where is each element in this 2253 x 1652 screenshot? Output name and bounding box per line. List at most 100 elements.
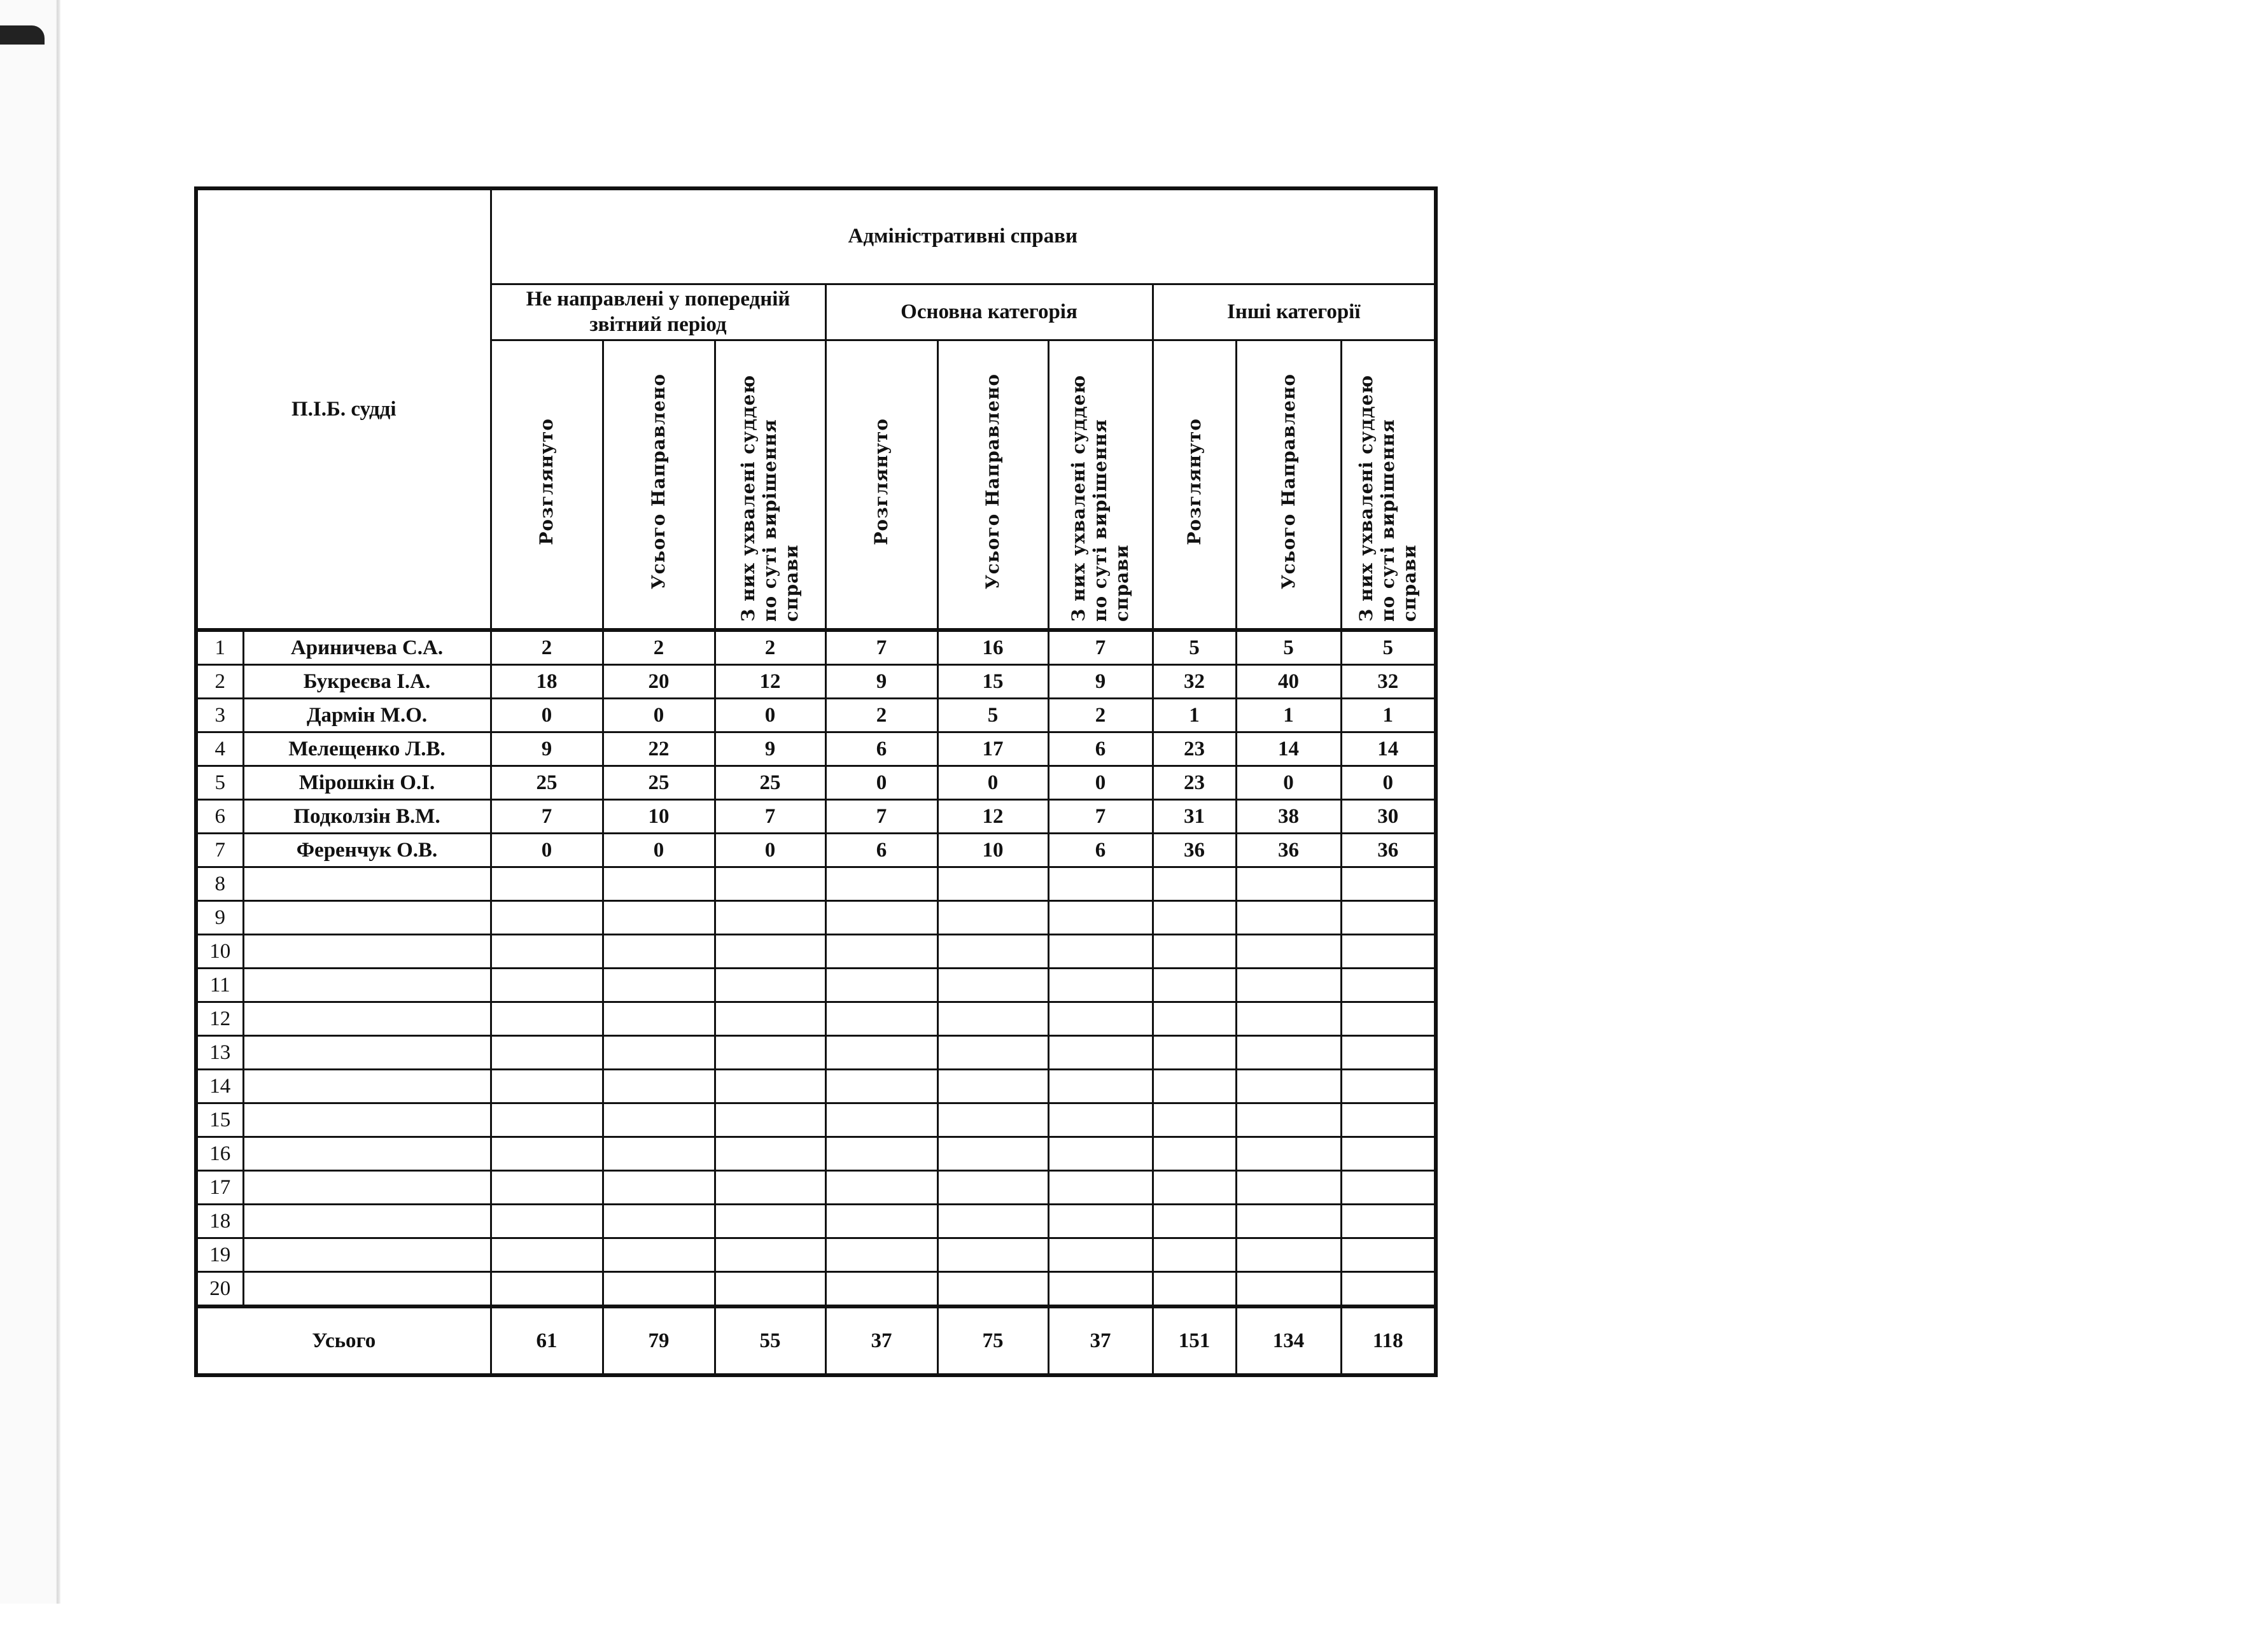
judge-name	[242, 1102, 492, 1138]
value-cell	[1151, 866, 1237, 902]
value-cell	[1047, 934, 1154, 969]
table-row: 7 Ференчук О.В. 0 0 0 6 10 6 36 36 36	[195, 832, 1437, 868]
judges-admin-cases-table: П.І.Б. судді Адміністративні справи Не н…	[194, 186, 1438, 1377]
total-value: 151	[1151, 1305, 1237, 1376]
column-header-label: З них ухвалені суддею по суті вирішення …	[1355, 374, 1420, 622]
total-value: 37	[1047, 1305, 1154, 1376]
value-cell	[936, 900, 1049, 935]
value-cell: 31	[1151, 799, 1237, 834]
table-row: 16	[195, 1136, 1437, 1172]
total-row: Усього 61 79 55 37 75 37 151 134 118	[195, 1305, 1437, 1376]
total-value: 75	[936, 1305, 1049, 1376]
value-cell: 0	[713, 697, 827, 733]
value-cell	[489, 934, 604, 969]
value-cell	[1151, 1237, 1237, 1273]
value-cell: 1	[1151, 697, 1237, 733]
value-cell	[1047, 1170, 1154, 1205]
value-cell: 0	[1340, 765, 1437, 801]
value-cell	[713, 1271, 827, 1308]
table-row: 2 Букреєва І.А. 18 20 12 9 15 9 32 40 32	[195, 664, 1437, 699]
value-cell	[824, 1271, 939, 1308]
value-cell: 40	[1235, 664, 1342, 699]
value-cell	[1151, 1271, 1237, 1308]
row-number: 10	[195, 934, 244, 969]
value-cell	[713, 1035, 827, 1070]
value-cell	[936, 1068, 1049, 1104]
judge-name	[242, 1136, 492, 1172]
table-row: 1 Ариничева С.А. 2 2 2 7 16 7 5 5 5	[195, 628, 1437, 666]
column-header: З них ухвалені суддею по суті вирішення …	[713, 339, 827, 631]
table-row: 18	[195, 1203, 1437, 1239]
value-cell	[1235, 900, 1342, 935]
row-number: 5	[195, 765, 244, 801]
value-cell: 6	[1047, 832, 1154, 868]
column-header: Розглянуто	[824, 339, 939, 631]
value-cell: 23	[1151, 765, 1237, 801]
row-number: 12	[195, 1001, 244, 1037]
row-number: 1	[195, 628, 244, 666]
value-cell: 7	[713, 799, 827, 834]
value-cell	[824, 866, 939, 902]
value-cell	[713, 1237, 827, 1273]
value-cell	[1340, 1271, 1437, 1308]
value-cell	[1151, 967, 1237, 1003]
row-number: 3	[195, 697, 244, 733]
table-row: 14	[195, 1068, 1437, 1104]
value-cell	[824, 1203, 939, 1239]
column-header-label: Усього Направлено	[982, 374, 1003, 590]
table-row: 10	[195, 934, 1437, 969]
value-cell: 30	[1340, 799, 1437, 834]
value-cell	[1047, 1136, 1154, 1172]
column-header-label: Усього Направлено	[648, 374, 669, 590]
value-cell	[1340, 967, 1437, 1003]
value-cell	[824, 1068, 939, 1104]
value-cell: 32	[1151, 664, 1237, 699]
subgroup-header: Основна категорія	[824, 283, 1154, 341]
value-cell: 25	[601, 765, 716, 801]
judge-name	[242, 967, 492, 1003]
table-row: 12	[195, 1001, 1437, 1037]
table-row: 9	[195, 900, 1437, 935]
value-cell: 32	[1340, 664, 1437, 699]
value-cell	[489, 1102, 604, 1138]
value-cell	[1047, 1035, 1154, 1070]
judge-name	[242, 1068, 492, 1104]
value-cell	[1235, 1001, 1342, 1037]
value-cell: 0	[489, 832, 604, 868]
value-cell: 0	[489, 697, 604, 733]
value-cell	[713, 866, 827, 902]
column-header: Розглянуто	[1151, 339, 1237, 631]
row-number: 7	[195, 832, 244, 868]
value-cell	[1340, 1035, 1437, 1070]
value-cell	[1235, 1068, 1342, 1104]
value-cell	[489, 1271, 604, 1308]
value-cell	[1340, 1068, 1437, 1104]
value-cell: 9	[489, 731, 604, 767]
row-number: 17	[195, 1170, 244, 1205]
value-cell	[713, 1068, 827, 1104]
table-row: 8	[195, 866, 1437, 902]
value-cell	[824, 1237, 939, 1273]
value-cell	[1047, 1102, 1154, 1138]
value-cell: 7	[1047, 628, 1154, 666]
row-number: 9	[195, 900, 244, 935]
value-cell: 20	[601, 664, 716, 699]
judge-name-header: П.І.Б. судді	[195, 187, 492, 631]
value-cell	[1047, 900, 1154, 935]
value-cell	[601, 1001, 716, 1037]
value-cell	[601, 1102, 716, 1138]
value-cell	[1151, 900, 1237, 935]
scan-edge	[0, 0, 60, 1604]
value-cell: 0	[936, 765, 1049, 801]
subgroup-header: Не направлені у попередній звітний періо…	[489, 283, 827, 341]
value-cell: 5	[936, 697, 1049, 733]
value-cell	[489, 1068, 604, 1104]
value-cell	[601, 1271, 716, 1308]
value-cell	[936, 934, 1049, 969]
value-cell	[713, 900, 827, 935]
value-cell	[824, 1035, 939, 1070]
value-cell	[601, 1203, 716, 1239]
value-cell	[1340, 1237, 1437, 1273]
value-cell	[824, 1170, 939, 1205]
value-cell	[1151, 934, 1237, 969]
